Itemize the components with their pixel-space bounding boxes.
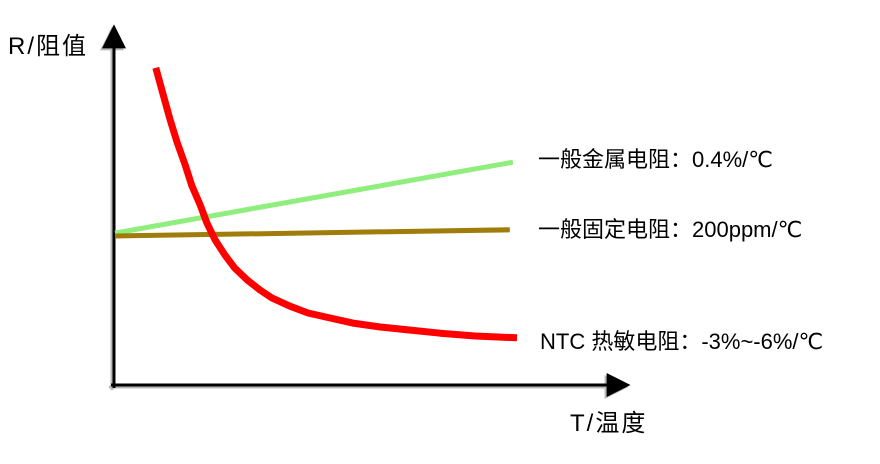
series-line-metal-resistor (114, 159, 514, 236)
axes (102, 24, 631, 397)
y-axis-label: R/阻值 (8, 33, 88, 60)
x-axis-label: T/温度 (570, 410, 648, 437)
series-line-ntc-thermistor (152, 66, 518, 342)
series-line-fixed-resistor (114, 227, 510, 239)
series-lines (114, 66, 518, 342)
series-label-ntc-thermistor: NTC 热敏电阻：-3%~-6%/℃ (540, 329, 824, 354)
series-label-fixed-resistor: 一般固定电阻：200ppm/℃ (538, 217, 803, 242)
series-label-metal-resistor: 一般金属电阻：0.4%/℃ (538, 147, 773, 172)
